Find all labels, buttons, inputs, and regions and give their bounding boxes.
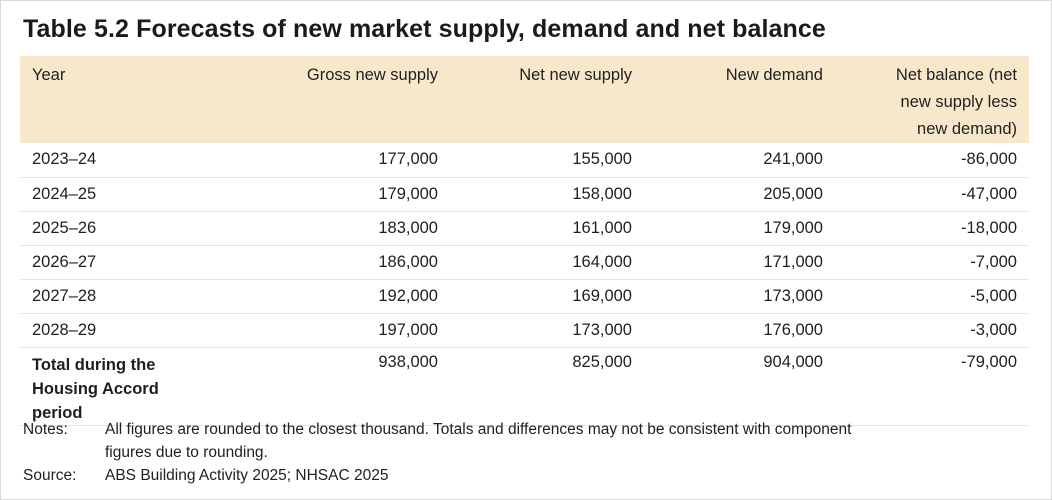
source-text: ABS Building Activity 2025; NHSAC 2025 xyxy=(105,467,389,484)
cell-net: 173,000 xyxy=(450,313,644,348)
total-gross: 938,000 xyxy=(222,347,450,426)
total-balance: -79,000 xyxy=(835,347,1029,426)
cell-net: 164,000 xyxy=(450,245,644,280)
header-gross-new-supply: Gross new supply xyxy=(306,66,438,84)
total-label: Total during the Housing Accord period xyxy=(20,347,222,426)
header-net-balance-line3: new demand) xyxy=(917,120,1017,138)
cell-balance: -86,000 xyxy=(835,143,1029,178)
total-net: 825,000 xyxy=(450,347,644,426)
cell-demand: 241,000 xyxy=(644,143,835,178)
cell-year: 2028–29 xyxy=(20,313,222,348)
table-row: 2028–29 197,000 173,000 176,000 -3,000 xyxy=(20,313,1029,348)
header-net-balance-line2: new supply less xyxy=(900,93,1017,111)
notes-text: All figures are rounded to the closest t… xyxy=(105,418,1023,464)
header-year: Year xyxy=(32,66,66,84)
cell-gross: 179,000 xyxy=(222,177,450,212)
cell-gross: 197,000 xyxy=(222,313,450,348)
cell-year: 2023–24 xyxy=(20,143,222,178)
cell-demand: 179,000 xyxy=(644,211,835,246)
table-row: 2025–26 183,000 161,000 179,000 -18,000 xyxy=(20,211,1029,246)
table-header-row: Year Gross new supply Net new supply New… xyxy=(20,56,1029,143)
cell-demand: 173,000 xyxy=(644,279,835,314)
table-notes: Notes: All figures are rounded to the cl… xyxy=(23,418,1023,487)
forecast-table: Year Gross new supply Net new supply New… xyxy=(20,56,1029,426)
source-row: Source: ABS Building Activity 2025; NHSA… xyxy=(23,464,1023,487)
cell-net: 161,000 xyxy=(450,211,644,246)
cell-balance: -7,000 xyxy=(835,245,1029,280)
header-net-balance: Net balance (net new supply less new dem… xyxy=(835,56,1029,143)
cell-gross: 183,000 xyxy=(222,211,450,246)
cell-balance: -3,000 xyxy=(835,313,1029,348)
cell-net: 155,000 xyxy=(450,143,644,178)
cell-demand: 205,000 xyxy=(644,177,835,212)
total-label-line1: Total during the xyxy=(32,355,156,374)
table-row: 2026–27 186,000 164,000 171,000 -7,000 xyxy=(20,245,1029,280)
header-net-balance-line1: Net balance (net xyxy=(895,66,1017,84)
cell-balance: -5,000 xyxy=(835,279,1029,314)
cell-year: 2024–25 xyxy=(20,177,222,212)
cell-gross: 177,000 xyxy=(222,143,450,178)
cell-balance: -47,000 xyxy=(835,177,1029,212)
cell-year: 2026–27 xyxy=(20,245,222,280)
notes-row: Notes: All figures are rounded to the cl… xyxy=(23,418,1023,464)
table-title: Table 5.2 Forecasts of new market supply… xyxy=(23,15,826,43)
cell-demand: 176,000 xyxy=(644,313,835,348)
notes-text-line2: figures due to rounding. xyxy=(105,444,268,461)
total-label-line2: Housing Accord period xyxy=(32,379,159,422)
total-row: Total during the Housing Accord period 9… xyxy=(20,347,1029,426)
cell-gross: 186,000 xyxy=(222,245,450,280)
table-row: 2023–24 177,000 155,000 241,000 -86,000 xyxy=(20,143,1029,178)
header-new-demand: New demand xyxy=(725,66,823,84)
source-label: Source: xyxy=(23,467,77,484)
total-demand: 904,000 xyxy=(644,347,835,426)
cell-net: 169,000 xyxy=(450,279,644,314)
cell-balance: -18,000 xyxy=(835,211,1029,246)
cell-net: 158,000 xyxy=(450,177,644,212)
cell-year: 2027–28 xyxy=(20,279,222,314)
cell-demand: 171,000 xyxy=(644,245,835,280)
table-row: 2024–25 179,000 158,000 205,000 -47,000 xyxy=(20,177,1029,212)
notes-text-line1: All figures are rounded to the closest t… xyxy=(105,421,852,438)
header-net-new-supply: Net new supply xyxy=(519,66,632,84)
cell-gross: 192,000 xyxy=(222,279,450,314)
table-row: 2027–28 192,000 169,000 173,000 -5,000 xyxy=(20,279,1029,314)
cell-year: 2025–26 xyxy=(20,211,222,246)
notes-label: Notes: xyxy=(23,421,68,438)
